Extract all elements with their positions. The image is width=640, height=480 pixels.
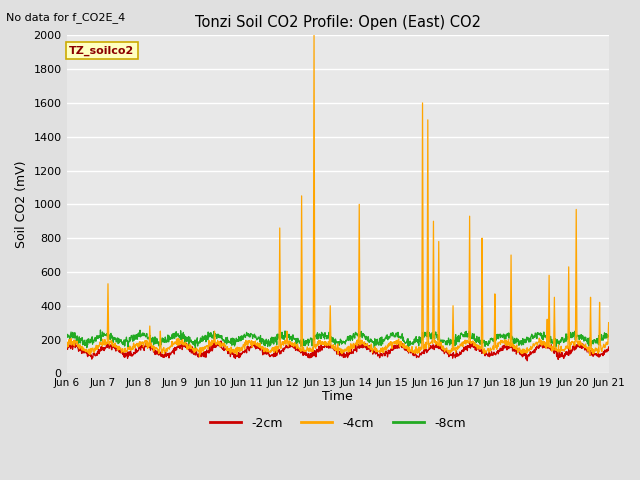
Text: No data for f_CO2E_4: No data for f_CO2E_4 [6,12,125,23]
Text: TZ_soilco2: TZ_soilco2 [69,46,134,56]
Legend: -2cm, -4cm, -8cm: -2cm, -4cm, -8cm [205,412,470,435]
X-axis label: Time: Time [322,390,353,403]
Y-axis label: Soil CO2 (mV): Soil CO2 (mV) [15,161,28,248]
Title: Tonzi Soil CO2 Profile: Open (East) CO2: Tonzi Soil CO2 Profile: Open (East) CO2 [195,15,481,30]
